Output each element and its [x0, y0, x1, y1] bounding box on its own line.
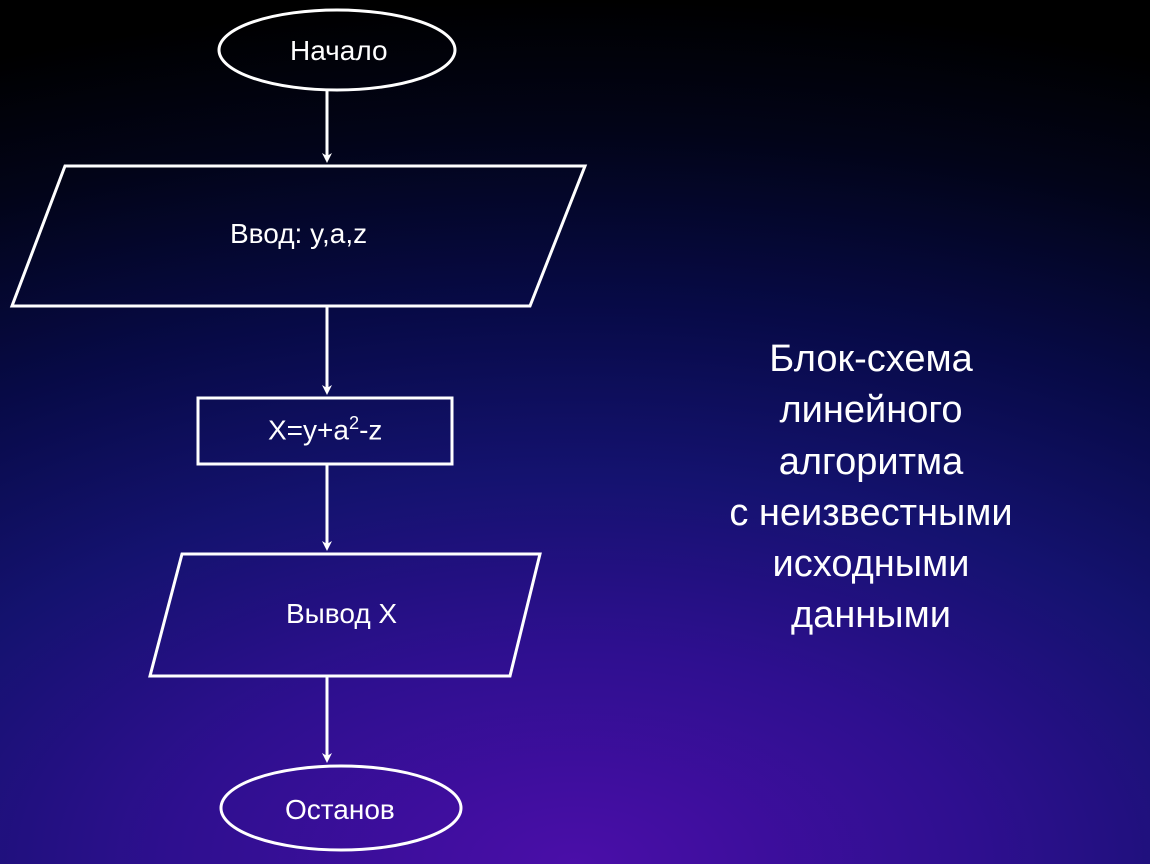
- title-line: Блок-схема: [616, 334, 1126, 385]
- label-process: X=y+a2-z: [268, 413, 382, 446]
- title-line: исходными: [616, 539, 1126, 590]
- title-line: с неизвестными: [616, 488, 1126, 539]
- title-line: алгоритма: [616, 437, 1126, 488]
- label-input: Ввод: y,a,z: [230, 218, 367, 250]
- label-start: Начало: [290, 35, 388, 67]
- title-text: Блок-схема линейного алгоритма с неизвес…: [616, 334, 1126, 642]
- title-line: данными: [616, 590, 1126, 641]
- label-output: Вывод X: [286, 598, 397, 630]
- label-stop: Останов: [285, 794, 395, 826]
- title-line: линейного: [616, 385, 1126, 436]
